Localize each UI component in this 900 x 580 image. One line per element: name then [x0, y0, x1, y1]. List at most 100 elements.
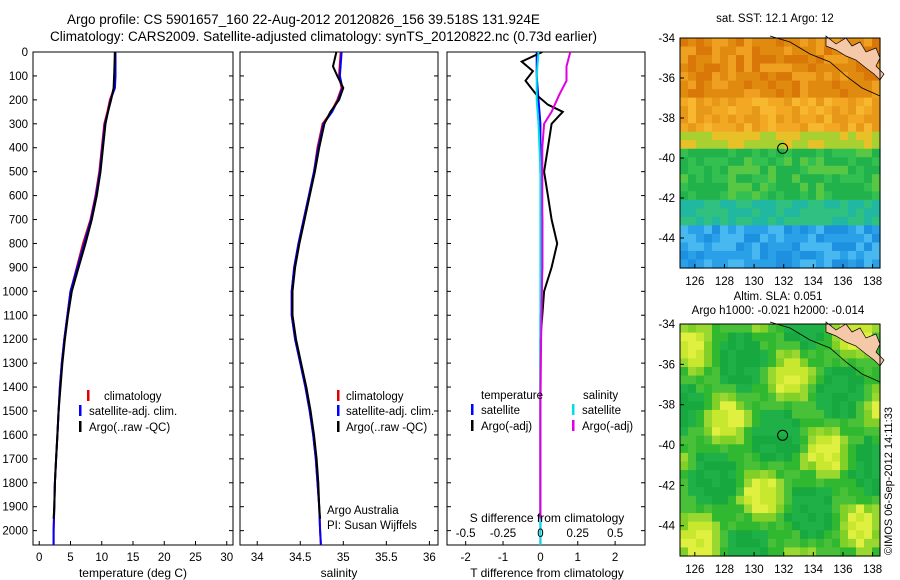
- map-cell: [824, 63, 833, 73]
- lon-tick-label: 134: [804, 276, 824, 288]
- map-cell: [752, 461, 761, 471]
- map-cell: [856, 538, 865, 548]
- lon-tick-label: 132: [774, 564, 793, 576]
- map-cell: [712, 470, 721, 480]
- map-cell: [800, 216, 809, 227]
- sla-map-field: [680, 324, 881, 557]
- map-cell: [752, 409, 761, 420]
- map-cell: [736, 38, 745, 48]
- map-cell: [864, 140, 873, 150]
- map-cell: [872, 547, 881, 557]
- map-cell: [688, 495, 697, 506]
- map-cell: [696, 165, 705, 175]
- map-cell: [864, 513, 873, 523]
- map-cell: [736, 174, 745, 184]
- map-cell: [816, 513, 825, 523]
- map-cell: [680, 199, 689, 209]
- map-cell: [800, 259, 809, 269]
- map-cell: [864, 392, 873, 402]
- map-cell: [792, 80, 801, 90]
- map-cell: [808, 401, 817, 411]
- map-cell: [808, 358, 817, 368]
- map-cell: [872, 131, 881, 141]
- map-cell: [872, 233, 881, 244]
- map-cell: [864, 174, 873, 184]
- map-cell: [872, 157, 881, 167]
- map-cell: [824, 123, 833, 133]
- map-cell: [792, 495, 801, 506]
- map-cell: [832, 341, 841, 351]
- map-cell: [696, 547, 705, 557]
- map-cell: [824, 358, 833, 368]
- map-cell: [856, 444, 865, 454]
- map-cell: [840, 259, 849, 269]
- map-cell: [728, 97, 737, 107]
- map-cell: [720, 131, 729, 141]
- map-cell: [840, 401, 849, 411]
- map-cell: [800, 148, 809, 158]
- map-cell: [824, 384, 833, 394]
- map-cell: [744, 324, 753, 334]
- map-cell: [696, 401, 705, 411]
- map-cell: [728, 191, 737, 201]
- map-cell: [784, 427, 793, 437]
- map-cell: [832, 409, 841, 420]
- map-cell: [864, 165, 873, 175]
- map-cell: [840, 233, 849, 244]
- map-cell: [688, 349, 697, 359]
- map-cell: [688, 89, 697, 99]
- map-cell: [776, 97, 785, 107]
- map-cell: [824, 470, 833, 480]
- map-cell: [864, 114, 873, 124]
- map-cell: [736, 46, 745, 56]
- map-cell: [872, 435, 881, 445]
- map-cell: [792, 461, 801, 471]
- map-cell: [680, 452, 689, 463]
- map-cell: [776, 199, 785, 209]
- map-cell: [728, 427, 737, 437]
- map-cell: [840, 165, 849, 175]
- temperature-panel: 0 5 10 15 20 25 30 temperature (deg C) climato…: [32, 51, 234, 580]
- map-cell: [832, 131, 841, 141]
- map-cell: [784, 358, 793, 368]
- map-cell: [792, 538, 801, 548]
- map-cell: [816, 358, 825, 368]
- map-cell: [848, 131, 857, 141]
- map-cell: [704, 106, 713, 116]
- map-cell: [800, 114, 809, 124]
- map-cell: [784, 165, 793, 175]
- map-cell: [792, 332, 801, 342]
- map-cell: [768, 538, 777, 548]
- map-cell: [824, 259, 833, 269]
- map-cell: [760, 242, 769, 252]
- map-cell: [760, 538, 769, 548]
- map-cell: [832, 427, 841, 437]
- map-cell: [784, 461, 793, 471]
- map-cell: [680, 504, 689, 514]
- map-cell: [736, 366, 745, 377]
- map-cell: [736, 225, 745, 235]
- map-cell: [792, 392, 801, 402]
- map-cell: [688, 452, 697, 463]
- map-cell: [808, 375, 817, 385]
- map-cell: [856, 123, 865, 133]
- map-cell: [736, 521, 745, 531]
- lon-tick-label: 136: [833, 276, 852, 288]
- map-cell: [760, 80, 769, 90]
- map-cell: [720, 123, 729, 133]
- map-cell: [864, 97, 873, 107]
- map-cell: [808, 332, 817, 342]
- map-cell: [784, 478, 793, 488]
- map-cell: [688, 504, 697, 514]
- map-cell: [736, 148, 745, 158]
- map-cell: [712, 225, 721, 235]
- map-cell: [816, 114, 825, 124]
- map-cell: [776, 250, 785, 261]
- map-cell: [688, 409, 697, 420]
- map-cell: [832, 358, 841, 368]
- x-tick-label: 10: [95, 552, 108, 564]
- float-position-marker: [777, 142, 789, 154]
- map-cell: [824, 216, 833, 227]
- map-cell: [848, 72, 857, 82]
- depth-tick-label: 1500: [2, 406, 28, 418]
